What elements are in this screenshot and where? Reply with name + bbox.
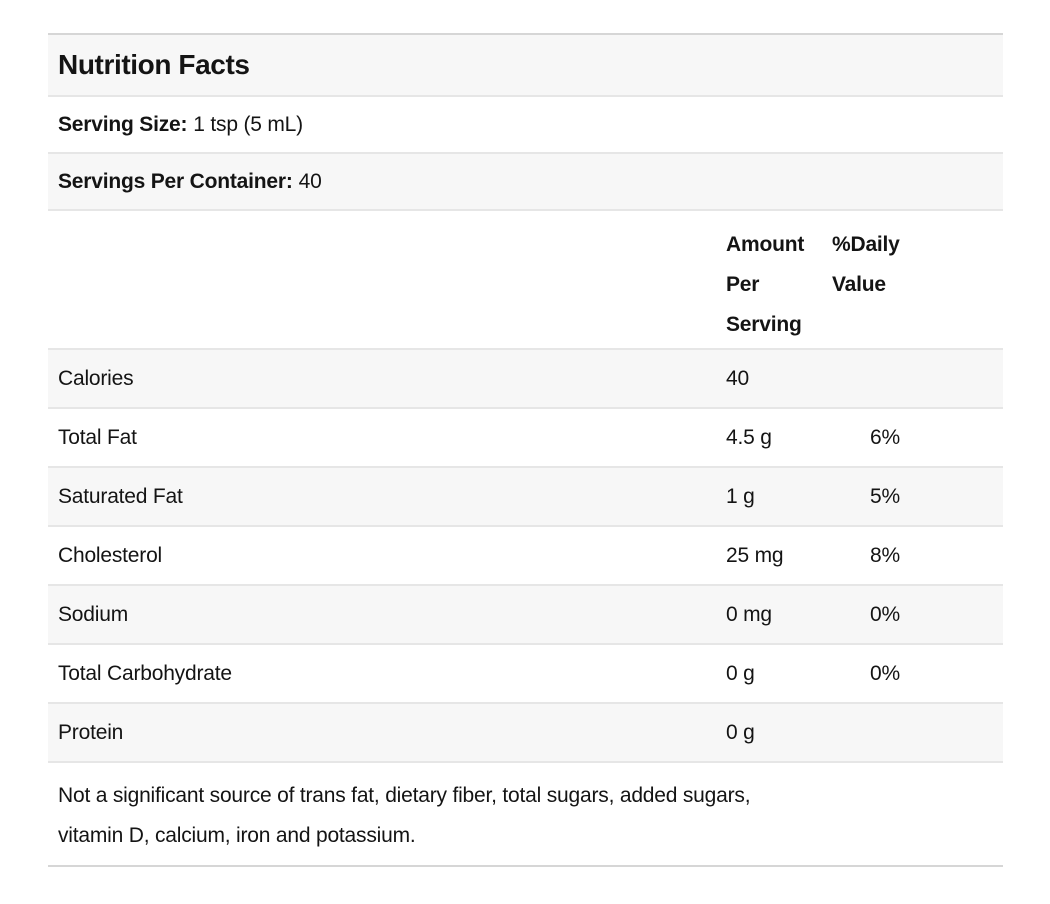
table-title: Nutrition Facts [58, 49, 250, 80]
servings-per-container-value: 40 [298, 169, 322, 193]
column-header-amount-per-serving: Amount Per Serving [726, 233, 805, 336]
nutrient-amount: 0 mg [726, 602, 772, 626]
nutrient-label: Calories [58, 366, 134, 390]
nutrient-daily-value: 0% [870, 602, 900, 626]
footnote-line-1: Not a significant source of trans fat, d… [58, 784, 751, 807]
serving-size-value: 1 tsp (5 mL) [193, 112, 303, 136]
nutrient-label: Saturated Fat [58, 484, 183, 508]
footnote-line-2: vitamin D, calcium, iron and potassium. [58, 824, 416, 847]
table-row-total-fat: Total Fat 4.5 g 6% [48, 409, 1003, 468]
table-title-row: Nutrition Facts [48, 35, 1003, 97]
nutrient-amount: 4.5 g [726, 425, 772, 449]
table-row-total-carbohydrate: Total Carbohydrate 0 g 0% [48, 645, 1003, 704]
column-header-daily-value: %Daily Value [832, 233, 900, 296]
nutrition-facts-table: Nutrition Facts Serving Size: 1 tsp (5 m… [48, 33, 1003, 867]
nutrient-amount: 1 g [726, 484, 755, 508]
nutrient-label: Total Fat [58, 425, 137, 449]
nutrient-amount: 25 mg [726, 543, 784, 567]
column-header-row: Amount Per Serving %Daily Value [48, 211, 1003, 350]
serving-size-row: Serving Size: 1 tsp (5 mL) [48, 97, 1003, 154]
nutrient-daily-value: 5% [870, 484, 900, 508]
nutrient-amount: 0 g [726, 720, 755, 744]
nutrient-label: Protein [58, 720, 124, 744]
nutrient-label: Cholesterol [58, 543, 163, 567]
nutrient-amount: 40 [726, 366, 749, 390]
table-row-saturated-fat: Saturated Fat 1 g 5% [48, 468, 1003, 527]
nutrient-amount: 0 g [726, 661, 755, 685]
table-row-protein: Protein 0 g [48, 704, 1003, 763]
servings-per-container-row: Servings Per Container: 40 [48, 154, 1003, 211]
serving-size-label: Serving Size: [58, 112, 188, 136]
nutrient-daily-value: 6% [870, 425, 900, 449]
table-row-calories: Calories 40 [48, 350, 1003, 409]
table-row-sodium: Sodium 0 mg 0% [48, 586, 1003, 645]
nutrient-label: Sodium [58, 602, 129, 626]
servings-per-container-label: Servings Per Container: [58, 169, 293, 193]
nutrient-daily-value: 0% [870, 661, 900, 685]
footnote-row: Not a significant source of trans fat, d… [48, 763, 1003, 867]
table-row-cholesterol: Cholesterol 25 mg 8% [48, 527, 1003, 586]
nutrient-daily-value: 8% [870, 543, 900, 567]
nutrient-label: Total Carbohydrate [58, 661, 232, 685]
